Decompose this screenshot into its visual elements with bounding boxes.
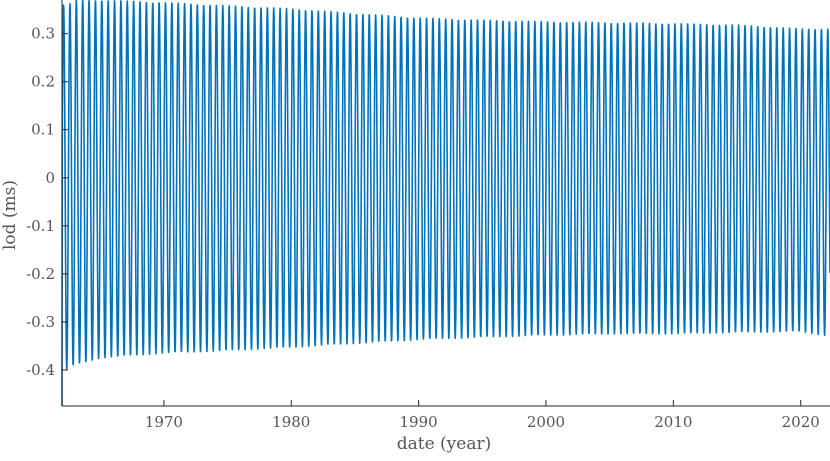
y-tick-label: 0.2 (31, 73, 55, 91)
y-axis-title: lod (ms) (0, 180, 20, 250)
x-tick-label: 1970 (145, 413, 183, 431)
y-tick-label: -0.3 (26, 313, 55, 331)
y-tick-label: 0.3 (31, 25, 55, 43)
series-line-0 (61, 0, 830, 407)
x-axis-title: date (year) (397, 434, 492, 454)
x-tick-label: 1990 (400, 413, 438, 431)
y-tick-label: 0.1 (31, 121, 55, 139)
x-tick-label: 2020 (782, 413, 820, 431)
x-tick-label: 2000 (527, 413, 565, 431)
y-tick-label: -0.4 (26, 361, 55, 379)
y-tick-label: 0 (45, 169, 55, 187)
x-tick-label: 2010 (654, 413, 692, 431)
y-tick-label: -0.2 (26, 265, 55, 283)
y-tick-label: -0.1 (26, 217, 55, 235)
x-tick-label: 1980 (272, 413, 310, 431)
